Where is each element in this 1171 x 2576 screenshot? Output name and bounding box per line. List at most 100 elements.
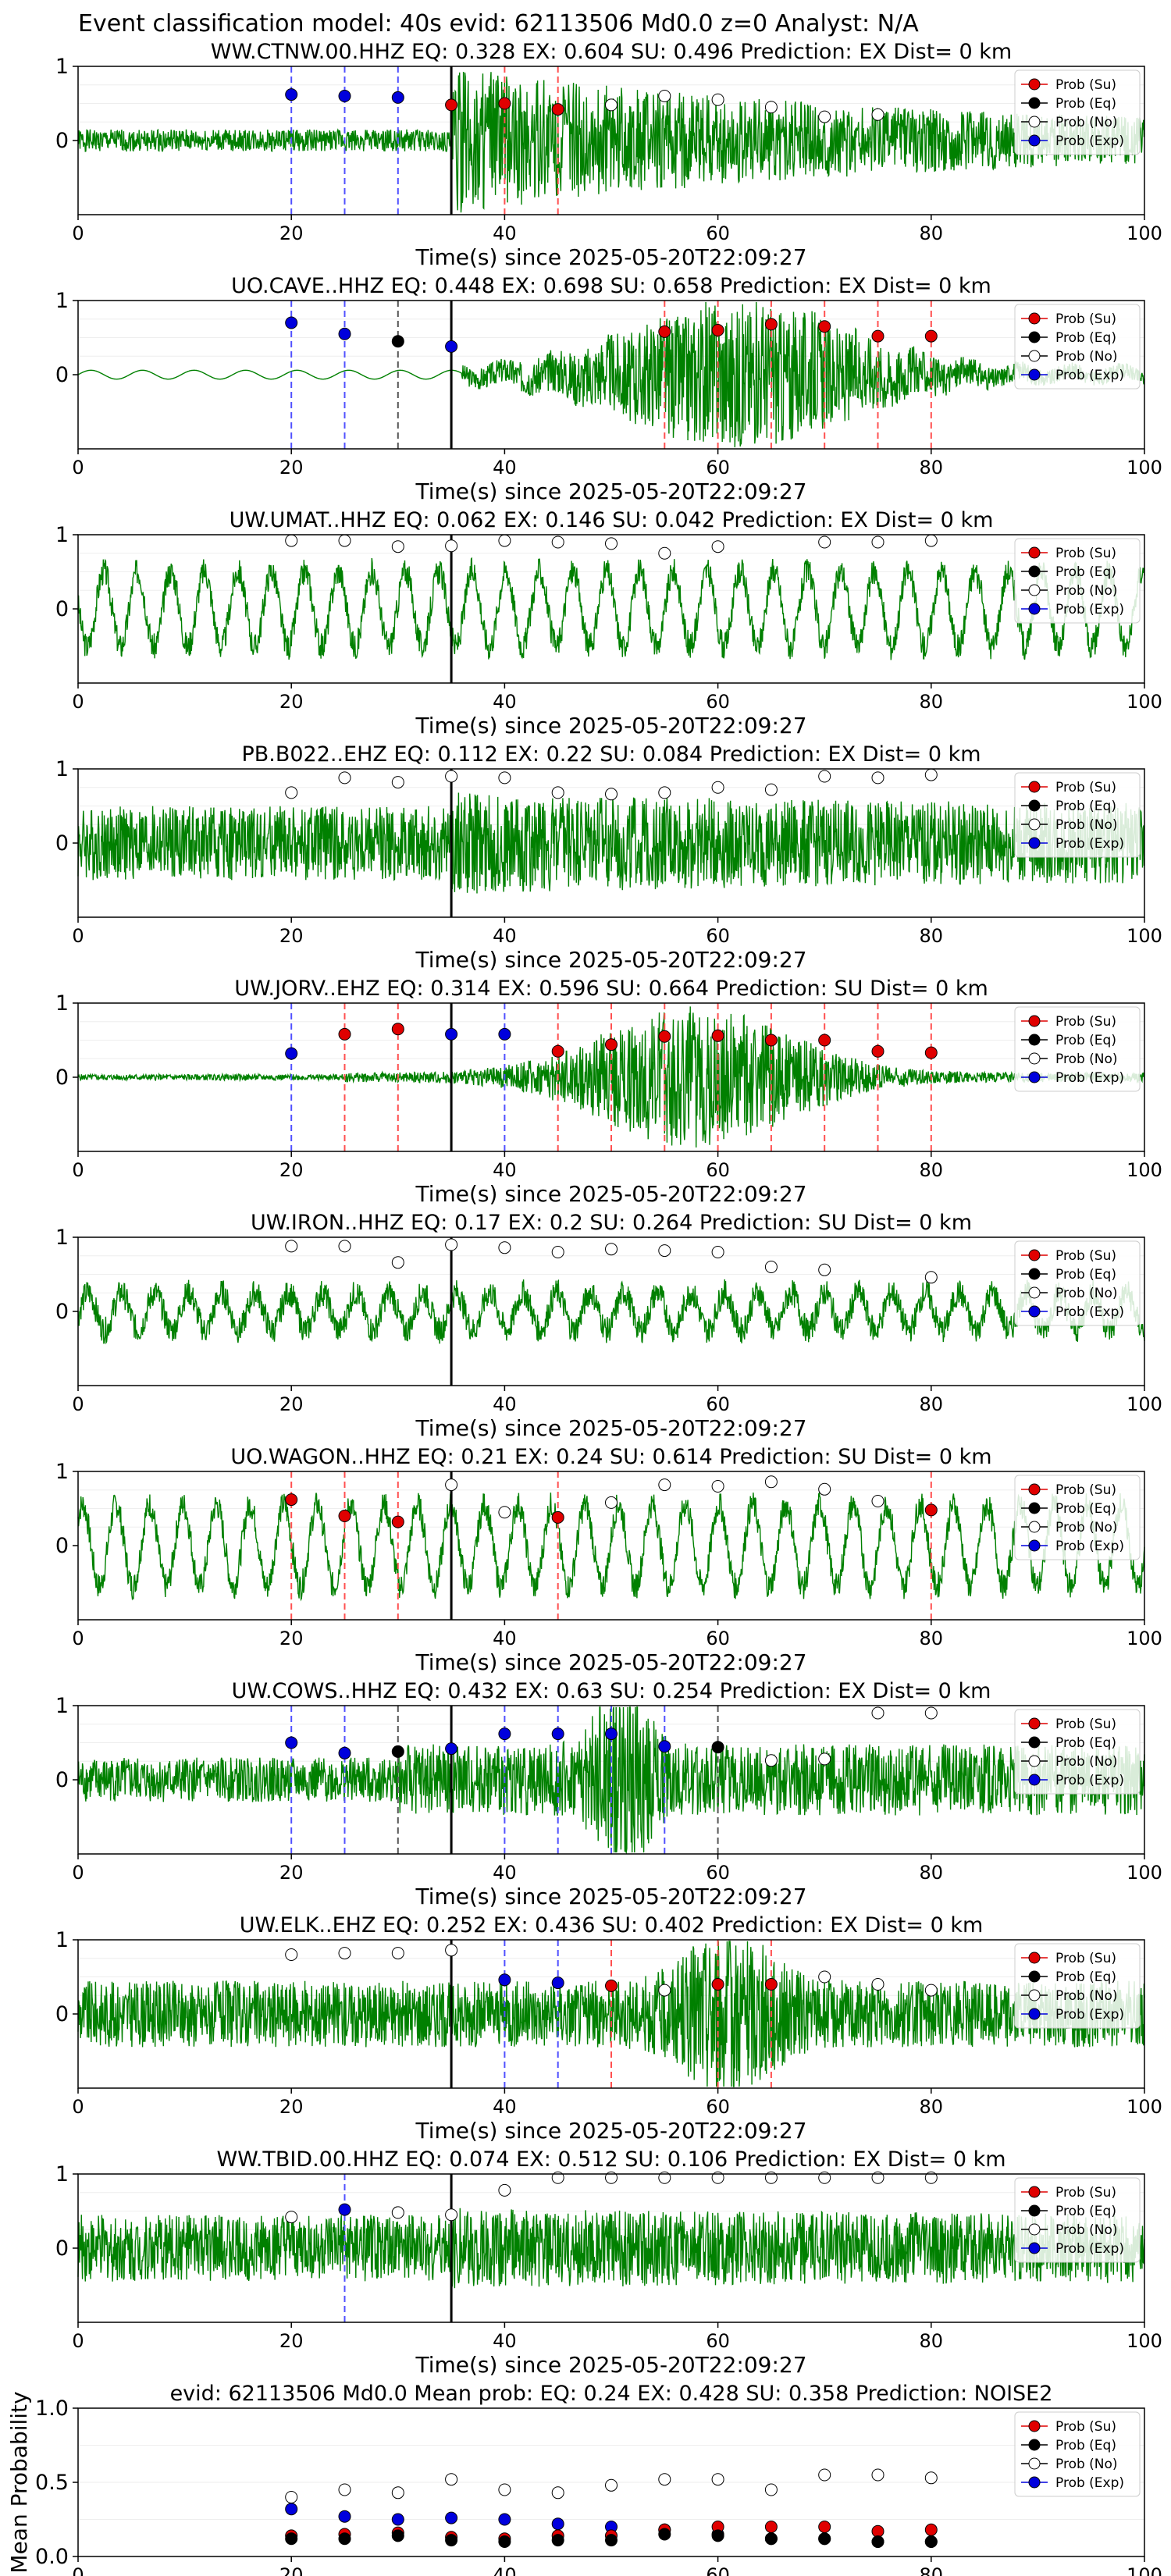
mean-prob-marker-no [764, 2483, 778, 2496]
chart-panel-9: UW.ELK..EHZ EQ: 0.252 EX: 0.436 SU: 0.40… [55, 1913, 1162, 2144]
legend-swatch-su [1028, 1483, 1041, 1496]
mean-prob-marker-exp [338, 2510, 351, 2523]
legend-label: Prob (No) [1055, 1988, 1118, 2004]
y-tick-label: 0 [55, 831, 69, 856]
panel-title: UW.UMAT..HHZ EQ: 0.062 EX: 0.146 SU: 0.0… [230, 508, 994, 532]
x-tick-label: 80 [920, 1628, 944, 1649]
legend-swatch-exp [1028, 837, 1041, 849]
legend-label: Prob (Eq) [1055, 1267, 1116, 1283]
prob-marker-no [605, 1496, 618, 1509]
x-tick-label: 80 [920, 2096, 944, 2118]
x-tick-label: 40 [493, 222, 517, 244]
mean-prob-marker-exp [391, 2513, 404, 2526]
legend-swatch-su [1028, 78, 1041, 91]
prob-marker-su [711, 1978, 724, 1991]
x-tick-label: 80 [920, 1159, 944, 1181]
legend-frame [1014, 69, 1141, 155]
y-tick-label: 1 [55, 55, 69, 79]
prob-marker-eq [711, 1741, 724, 1754]
legend-swatch-eq [1028, 1736, 1041, 1749]
x-tick-label: 40 [493, 1159, 517, 1181]
x-tick-label: 80 [920, 925, 944, 947]
legend-frame [1014, 1475, 1141, 1560]
legend-swatch-eq [1028, 2439, 1041, 2451]
prob-marker-no [711, 1480, 724, 1493]
prob-marker-no [498, 771, 511, 785]
prob-marker-no [391, 1256, 404, 1269]
y-tick-label: 1 [55, 1460, 69, 1484]
x-tick-label: 40 [493, 1393, 517, 1415]
mean-prob-marker-eq [338, 2532, 351, 2546]
x-tick-label: 60 [706, 2096, 730, 2118]
x-tick-label: 60 [706, 1628, 730, 1649]
x-tick-label: 80 [920, 457, 944, 479]
x-tick-label: 100 [1127, 925, 1162, 947]
y-tick-label: 1 [55, 991, 69, 1016]
legend: Prob (Su) Prob (Eq) Prob (No) Prob (Exp) [1014, 1240, 1141, 1326]
x-tick-label: 20 [279, 691, 304, 713]
panels-group: WW.CTNW.00.HHZ EQ: 0.328 EX: 0.604 SU: 0… [6, 40, 1162, 2576]
mean-prob-marker-exp [498, 2513, 511, 2526]
legend-label: Prob (Exp) [1055, 836, 1124, 852]
x-tick-label: 60 [706, 1393, 730, 1415]
prob-marker-no [711, 2171, 724, 2184]
x-tick-label: 80 [920, 2564, 944, 2576]
legend-swatch-no [1028, 1755, 1041, 1767]
prob-marker-su [924, 1046, 938, 1059]
mean-prob-marker-eq [924, 2535, 938, 2548]
legend-frame [1014, 2177, 1141, 2263]
mean-prob-marker-eq [871, 2535, 884, 2548]
y-tick-label: 0 [55, 129, 69, 153]
prob-marker-exp [338, 1746, 351, 1759]
x-tick-label: 20 [279, 2330, 304, 2352]
prob-marker-no [711, 540, 724, 553]
mean-prob-marker-su [764, 2521, 778, 2533]
y-tick-label: 1 [55, 1928, 69, 1952]
prob-marker-no [551, 535, 564, 549]
legend-swatch-su [1028, 546, 1041, 559]
x-tick-label: 60 [706, 222, 730, 244]
chart-panel-2: UO.CAVE..HHZ EQ: 0.448 EX: 0.698 SU: 0.6… [55, 274, 1162, 504]
mean-prob-marker-no [871, 2468, 884, 2482]
legend: Prob (Su) Prob (Eq) Prob (No) Prob (Exp) [1014, 2411, 1141, 2497]
prob-marker-no [445, 1478, 458, 1492]
x-tick-label: 80 [920, 222, 944, 244]
x-axis-label: Time(s) since 2025-05-20T22:09:27 [415, 244, 806, 270]
prob-marker-no [871, 1706, 884, 1720]
prob-marker-no [498, 1506, 511, 1519]
x-axis-label: Time(s) since 2025-05-20T22:09:27 [415, 1181, 806, 1207]
legend-swatch-su [1028, 2186, 1041, 2198]
prob-marker-su [871, 1044, 884, 1058]
x-tick-label: 20 [279, 2564, 304, 2576]
prob-marker-no [871, 1978, 884, 1991]
prob-marker-su [551, 1510, 564, 1524]
prob-marker-no [764, 101, 778, 114]
prob-marker-no [924, 2171, 938, 2184]
prob-marker-su [711, 1029, 724, 1042]
x-axis-label: Time(s) since 2025-05-20T22:09:27 [415, 947, 806, 973]
legend-label: Prob (Exp) [1055, 1773, 1124, 1788]
legend-label: Prob (No) [1055, 817, 1118, 833]
x-tick-label: 60 [706, 691, 730, 713]
y-tick-label: 0 [55, 1066, 69, 1090]
panel-title: PB.B022..EHZ EQ: 0.112 EX: 0.22 SU: 0.08… [241, 742, 981, 767]
mean-prob-marker-eq [391, 2529, 404, 2542]
prob-marker-no [551, 2171, 564, 2184]
legend-label: Prob (Eq) [1055, 799, 1116, 814]
legend-label: Prob (Su) [1055, 311, 1116, 327]
x-tick-label: 40 [493, 2564, 517, 2576]
legend-label: Prob (Su) [1055, 2419, 1116, 2435]
chart-panel-4: PB.B022..EHZ EQ: 0.112 EX: 0.22 SU: 0.08… [55, 742, 1162, 973]
legend-label: Prob (Eq) [1055, 1501, 1116, 1517]
prob-marker-eq [391, 335, 404, 348]
mean-prob-marker-eq [285, 2532, 298, 2546]
legend-swatch-eq [1028, 799, 1041, 812]
legend-label: Prob (No) [1055, 2457, 1118, 2472]
legend-label: Prob (Eq) [1055, 1969, 1116, 1985]
legend-swatch-eq [1028, 565, 1041, 578]
legend-label: Prob (No) [1055, 349, 1118, 365]
chart-panel-1: WW.CTNW.00.HHZ EQ: 0.328 EX: 0.604 SU: 0… [55, 40, 1162, 270]
x-tick-label: 100 [1127, 1862, 1162, 1884]
mean-prob-marker-no [445, 2473, 458, 2486]
